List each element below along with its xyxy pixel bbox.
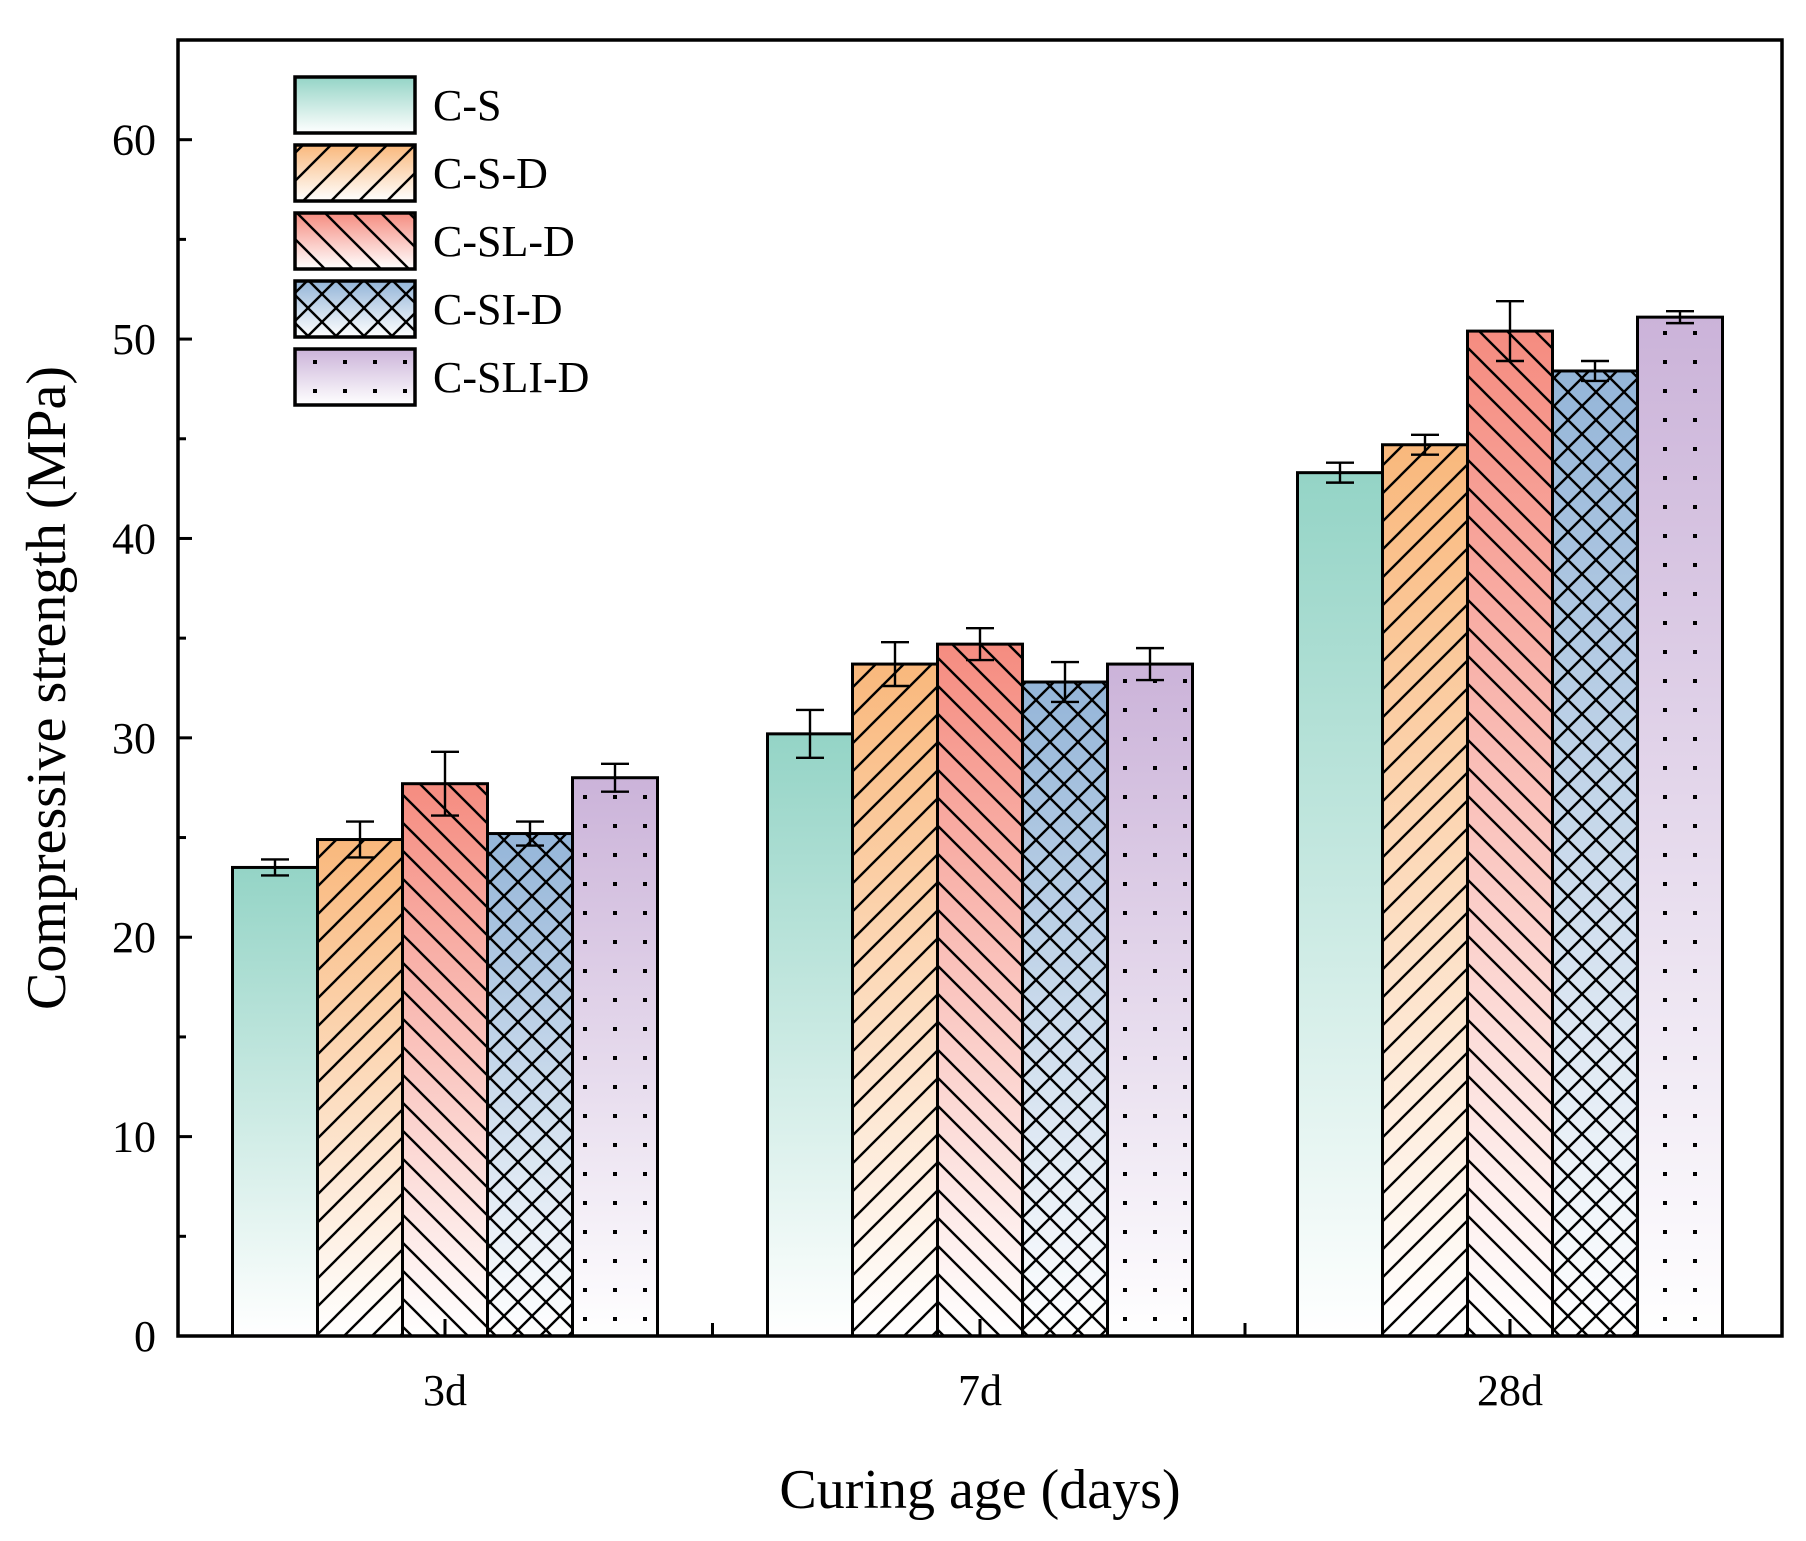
error-bar-c-s-3d bbox=[261, 858, 289, 877]
x-tick-label-28d: 28d bbox=[1477, 1366, 1543, 1415]
error-bar-c-s-d-3d bbox=[346, 820, 374, 859]
legend-swatch bbox=[295, 77, 415, 133]
bar-c-s-d-7d-pattern bbox=[852, 664, 938, 1336]
x-axis-title: Curing age (days) bbox=[779, 1459, 1180, 1521]
error-bar-c-s-28d bbox=[1326, 461, 1354, 484]
legend-swatch-pattern bbox=[295, 349, 415, 405]
bar-c-s-3d bbox=[232, 867, 318, 1336]
bar-c-sl-d-28d-pattern bbox=[1467, 331, 1553, 1336]
y-tick-label-30: 30 bbox=[112, 714, 156, 763]
bar-c-sli-d-7d-pattern bbox=[1107, 664, 1193, 1336]
bar-c-s-7d bbox=[767, 733, 853, 1336]
bar-c-sli-d-3d-pattern bbox=[572, 777, 658, 1336]
bar-c-s-d-28d-pattern bbox=[1382, 444, 1468, 1337]
error-bar-c-si-d-3d bbox=[516, 820, 544, 847]
error-bar-c-sli-d-28d bbox=[1666, 309, 1694, 325]
legend-swatch-outline bbox=[293, 211, 417, 271]
bar-c-sl-d-7d-pattern bbox=[937, 644, 1023, 1336]
y-tick-label-50: 50 bbox=[112, 315, 156, 364]
legend-swatch-outline bbox=[293, 279, 417, 339]
error-bar-c-si-d-7d bbox=[1051, 660, 1079, 704]
y-tick-label-60: 60 bbox=[112, 116, 156, 165]
y-axis-title: Compressive strength (MPa) bbox=[16, 366, 78, 1010]
error-bar-c-sli-d-3d bbox=[601, 762, 629, 793]
bar-c-si-d-3d-pattern bbox=[487, 833, 573, 1336]
legend-swatch-outline bbox=[293, 347, 417, 407]
error-bar-c-s-d-28d bbox=[1411, 433, 1439, 456]
legend-item-c-sl-d: C-SL-D bbox=[293, 211, 575, 271]
error-bar-c-sli-d-7d bbox=[1136, 646, 1164, 682]
legend-swatch-outline bbox=[293, 75, 417, 135]
legend: C-S C-S-D C-SL-D C-SI-D C-SLI-D bbox=[293, 75, 589, 407]
legend-swatch-pattern bbox=[295, 281, 415, 337]
error-bar-c-sl-d-3d bbox=[431, 750, 459, 817]
error-bar-c-sl-d-7d bbox=[966, 626, 994, 662]
legend-item-c-si-d: C-SI-D bbox=[293, 279, 563, 339]
y-tick-label-0: 0 bbox=[134, 1312, 156, 1361]
error-bar-c-s-d-7d bbox=[881, 640, 909, 688]
legend-label: C-S bbox=[433, 81, 501, 130]
x-tick-label-3d: 3d bbox=[423, 1366, 467, 1415]
legend-swatch-pattern bbox=[295, 213, 415, 269]
legend-label: C-SI-D bbox=[433, 285, 563, 334]
legend-item-c-s: C-S bbox=[293, 75, 501, 135]
legend-item-c-s-d: C-S-D bbox=[293, 143, 548, 203]
x-tick-label-7d: 7d bbox=[958, 1366, 1002, 1415]
bar-c-sl-d-3d-pattern bbox=[402, 783, 488, 1336]
y-tick-label-10: 10 bbox=[112, 1113, 156, 1162]
legend-swatch-outline bbox=[293, 143, 417, 203]
legend-label: C-S-D bbox=[433, 149, 548, 198]
legend-item-c-sli-d: C-SLI-D bbox=[293, 347, 589, 407]
bars-layer bbox=[231, 299, 1724, 1338]
bar-c-si-d-7d-pattern bbox=[1022, 682, 1108, 1336]
bar-c-s-28d bbox=[1297, 472, 1383, 1336]
legend-swatch-pattern bbox=[295, 145, 415, 201]
y-tick-label-40: 40 bbox=[112, 514, 156, 563]
legend-label: C-SLI-D bbox=[433, 353, 589, 402]
axes-layer: 0 10 20 30 40 50 60 3d 7d 28d bbox=[112, 38, 1784, 1415]
error-bar-c-sl-d-28d bbox=[1496, 299, 1524, 363]
legend-label: C-SL-D bbox=[433, 217, 575, 266]
bar-c-s-d-3d-pattern bbox=[317, 839, 403, 1336]
y-tick-label-20: 20 bbox=[112, 913, 156, 962]
error-bar-c-si-d-28d bbox=[1581, 359, 1609, 383]
bar-c-sli-d-28d-pattern bbox=[1637, 317, 1723, 1336]
error-bar-c-s-7d bbox=[796, 708, 824, 759]
bar-c-si-d-28d-pattern bbox=[1552, 370, 1638, 1336]
